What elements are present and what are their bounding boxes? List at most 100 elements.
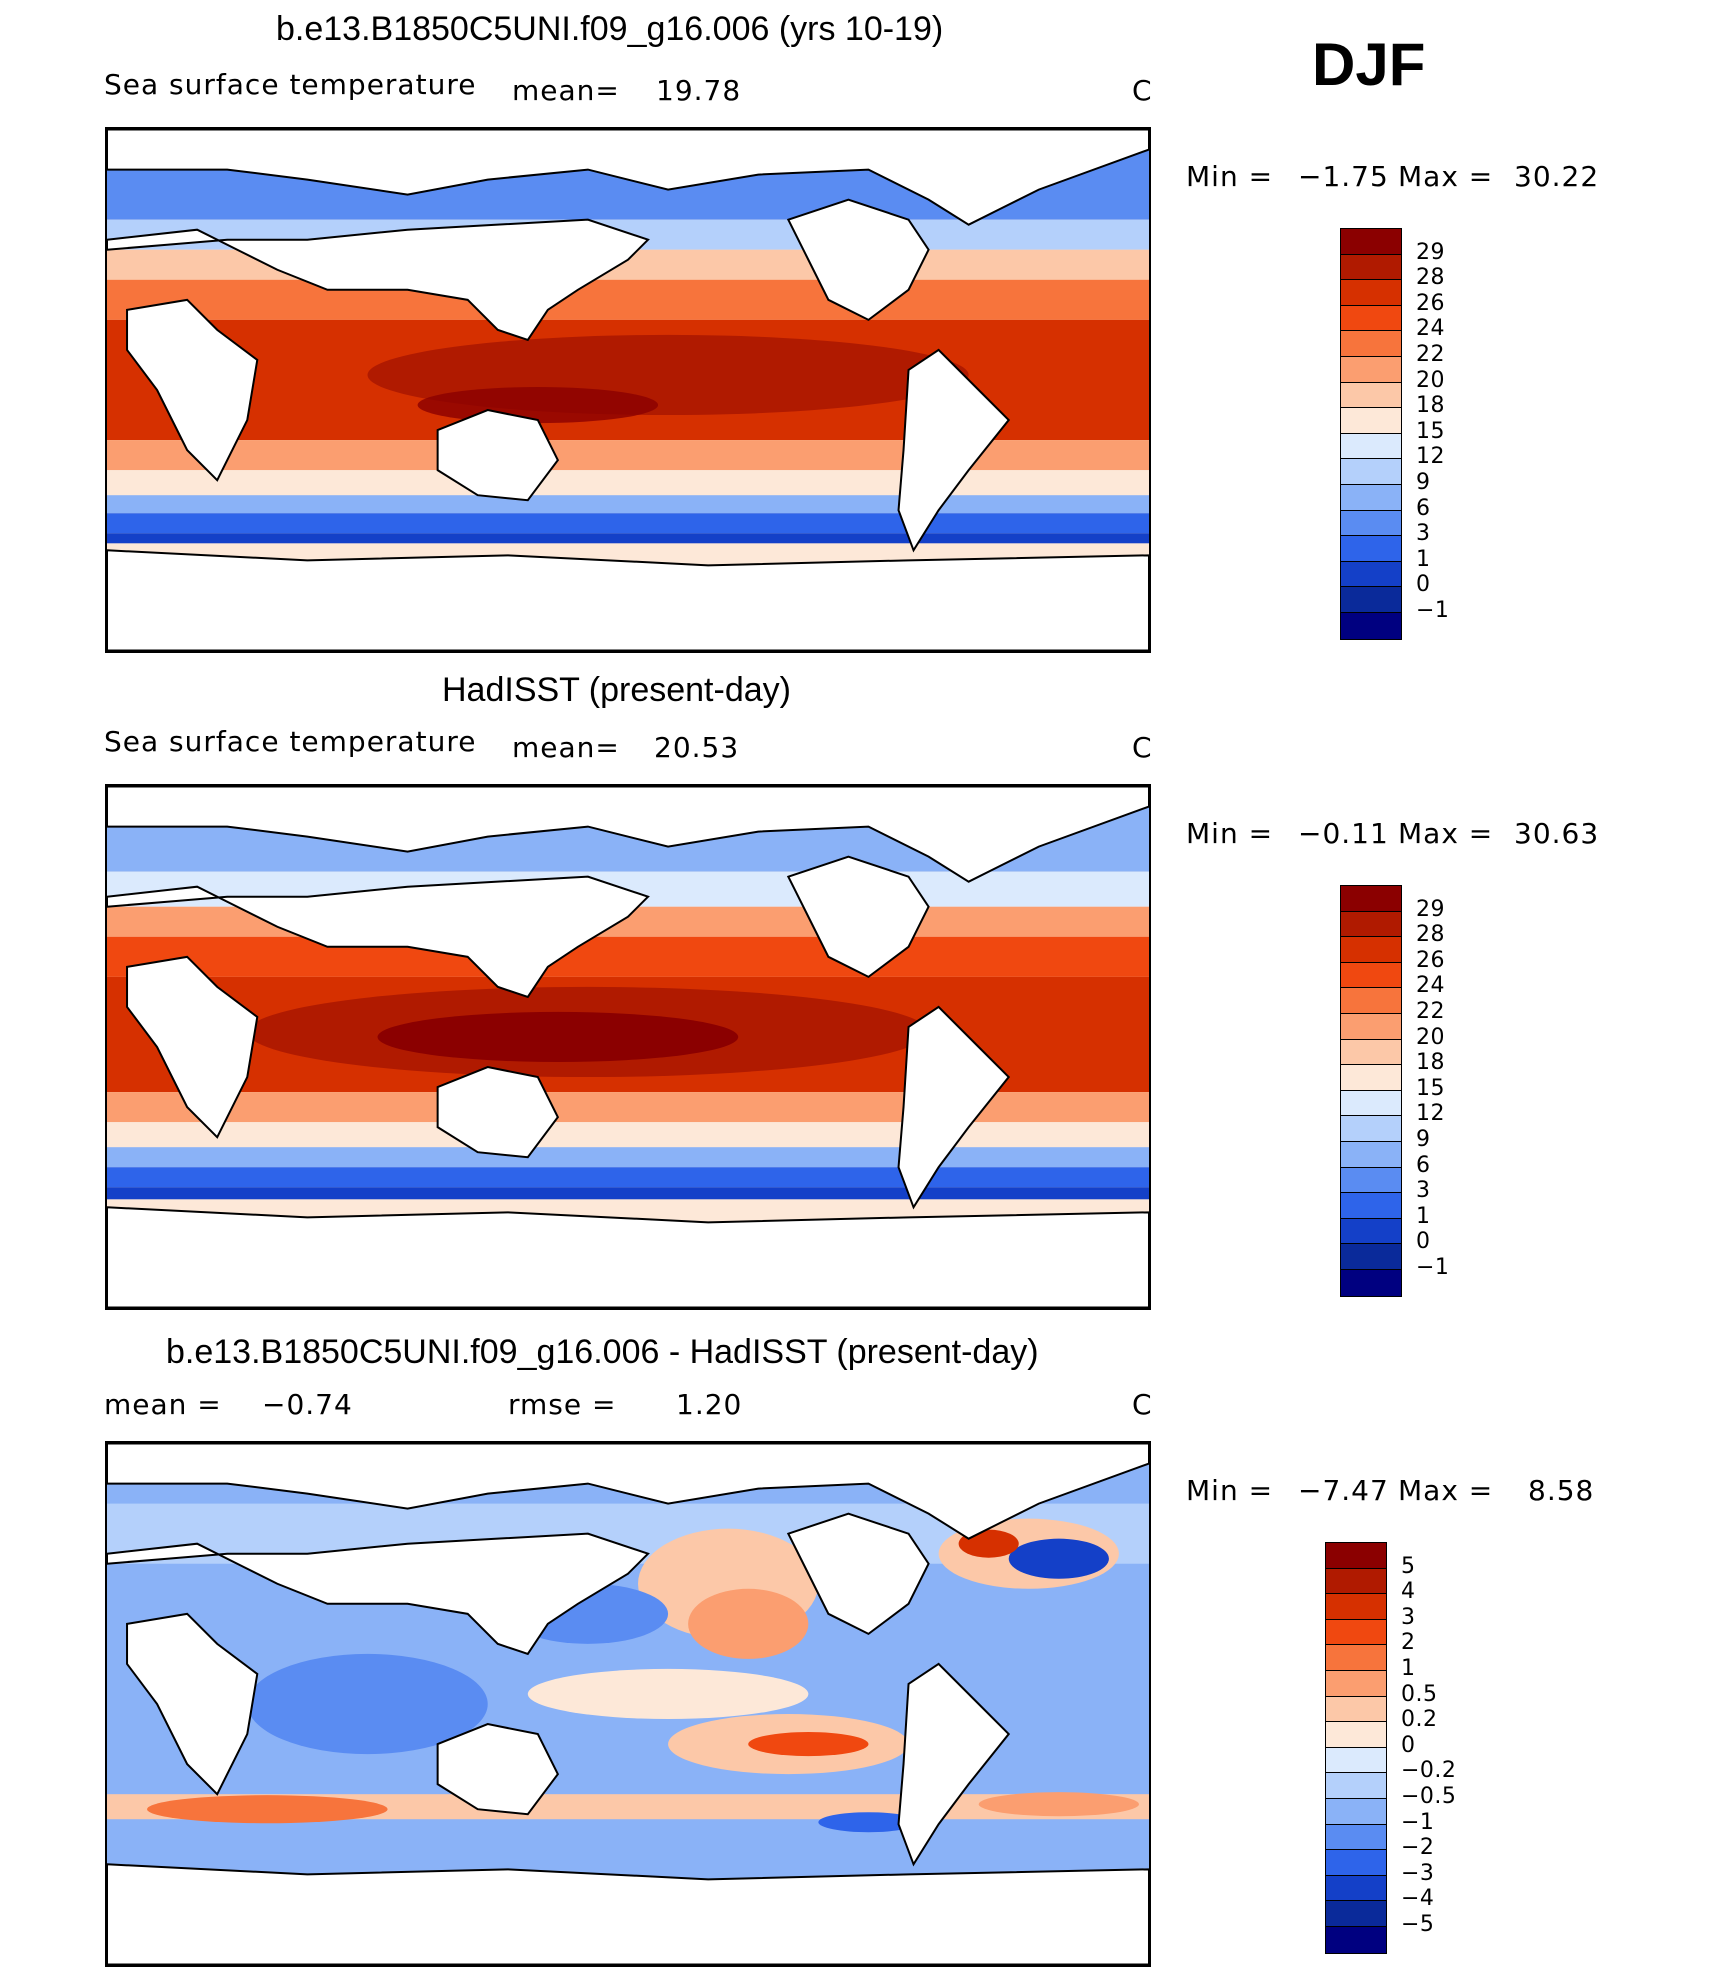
colorbar-label: 0.2 (1401, 1707, 1438, 1733)
colorbar-swatch (1341, 886, 1401, 912)
colorbar-label: 9 (1416, 1127, 1431, 1152)
colorbar-label: 0 (1416, 1229, 1431, 1255)
colorbar-label: 3 (1416, 521, 1431, 547)
colorbar-swatch (1341, 382, 1401, 409)
colorbar-swatch (1341, 1269, 1401, 1296)
colorbar-label: 2 (1401, 1630, 1416, 1656)
colorbar-label: 9 (1416, 470, 1431, 495)
colorbar-swatch (1341, 1244, 1401, 1270)
colorbar-label: 0 (1416, 572, 1431, 598)
colorbar-swatch (1326, 1722, 1386, 1748)
panel-3-min-value: −7.47 (1298, 1474, 1389, 1507)
panel-1-title: b.e13.B1850C5UNI.f09_g16.006 (yrs 10-19) (276, 10, 944, 48)
colorbar-swatch (1326, 1619, 1386, 1646)
colorbar-label: −2 (1401, 1835, 1435, 1861)
colorbar-swatch (1341, 1116, 1401, 1142)
colorbar-swatch (1341, 1141, 1401, 1168)
colorbar-label: 28 (1416, 265, 1445, 291)
colorbar-label: 22 (1416, 999, 1445, 1024)
colorbar-label: 0.5 (1401, 1681, 1438, 1707)
colorbar-label: −4 (1401, 1886, 1435, 1912)
colorbar-label: 24 (1416, 973, 1445, 999)
panel-2-max-label: Max = (1398, 817, 1494, 850)
colorbar-swatch (1341, 254, 1401, 281)
colorbar-label: 1 (1401, 1656, 1416, 1681)
colorbar-swatch (1341, 1065, 1401, 1091)
colorbar-swatch (1341, 356, 1401, 383)
colorbar-swatches (1325, 1542, 1387, 1954)
panel-3-units: C (1132, 1388, 1153, 1421)
colorbar-swatch (1326, 1670, 1386, 1697)
colorbar-label: 22 (1416, 342, 1445, 367)
panel-1-units: C (1132, 74, 1153, 107)
colorbar-swatch (1341, 433, 1401, 460)
colorbar-swatch (1341, 331, 1401, 357)
panel-2-map (105, 784, 1151, 1310)
colorbar-label: 15 (1416, 418, 1445, 444)
colorbar-swatch (1341, 484, 1401, 511)
colorbar-label: 26 (1416, 947, 1445, 973)
panel-1-min-value: −1.75 (1298, 160, 1389, 193)
panel-2-max-value: 30.63 (1514, 817, 1600, 850)
panel-1-sst-field (107, 129, 1149, 651)
colorbar-swatch (1326, 1543, 1386, 1569)
colorbar-label: 1 (1416, 1203, 1431, 1229)
colorbar-swatch (1341, 536, 1401, 562)
panel-3-min-label: Min = (1186, 1474, 1274, 1507)
panel-1-mean-value: 19.78 (656, 74, 742, 107)
colorbar-swatch (1326, 1901, 1386, 1927)
colorbar-label: 20 (1416, 1024, 1445, 1050)
colorbar-label: 24 (1416, 316, 1445, 342)
panel-3-rmse-label: rmse = (508, 1388, 617, 1421)
colorbar-swatch (1341, 911, 1401, 938)
colorbar-label: 26 (1416, 290, 1445, 316)
panel-2-variable-label: Sea surface temperature (104, 725, 477, 758)
panel-1-map (105, 127, 1151, 653)
colorbar-swatch (1341, 510, 1401, 537)
panel-1-variable-label: Sea surface temperature (104, 68, 477, 101)
colorbar-swatch (1326, 1850, 1386, 1876)
panel-2-units: C (1132, 731, 1153, 764)
colorbar-swatch (1326, 1824, 1386, 1851)
colorbar-swatch (1326, 1747, 1386, 1774)
land (107, 786, 1149, 1308)
panel-3-mean-label: mean = (104, 1388, 222, 1421)
colorbar-label: −3 (1401, 1860, 1435, 1886)
colorbar-swatch (1341, 937, 1401, 963)
colorbar-label: 3 (1416, 1178, 1431, 1204)
colorbar-label: −1 (1416, 598, 1450, 623)
colorbar-label: 29 (1416, 239, 1445, 265)
colorbar-label: 18 (1416, 1050, 1445, 1076)
colorbar-swatch (1341, 408, 1401, 434)
colorbar-label: 15 (1416, 1075, 1445, 1101)
colorbar-swatch (1341, 1039, 1401, 1066)
colorbar-label: 4 (1401, 1579, 1416, 1605)
colorbar-label: −5 (1401, 1912, 1435, 1937)
colorbar-label: 18 (1416, 393, 1445, 419)
panel-1-min-label: Min = (1186, 160, 1274, 193)
colorbar-label: −0.5 (1401, 1784, 1457, 1809)
land (107, 1443, 1149, 1965)
panel-2-mean-label: mean= (512, 731, 620, 764)
colorbar-swatch (1326, 1645, 1386, 1671)
colorbar-swatch (1326, 1798, 1386, 1825)
panel-3-max-label: Max = (1398, 1474, 1494, 1507)
colorbar-swatches (1340, 885, 1402, 1297)
colorbar-swatch (1341, 612, 1401, 639)
colorbar-label: 12 (1416, 1101, 1445, 1127)
colorbar-label: −1 (1416, 1255, 1450, 1280)
colorbar-swatch (1341, 1090, 1401, 1117)
colorbar-label: 1 (1416, 546, 1431, 572)
colorbar-label: −1 (1401, 1809, 1435, 1835)
colorbar-swatch (1341, 280, 1401, 306)
colorbar-swatch (1341, 229, 1401, 255)
colorbar-swatch (1326, 1568, 1386, 1595)
season-label: DJF (1312, 31, 1426, 98)
colorbar-swatch (1326, 1773, 1386, 1799)
land (107, 129, 1149, 651)
panel-1-mean-label: mean= (512, 74, 620, 107)
panel-2-min-label: Min = (1186, 817, 1274, 850)
colorbar-swatch (1341, 459, 1401, 485)
colorbar-swatch (1326, 1926, 1386, 1953)
colorbar-swatch (1341, 988, 1401, 1014)
